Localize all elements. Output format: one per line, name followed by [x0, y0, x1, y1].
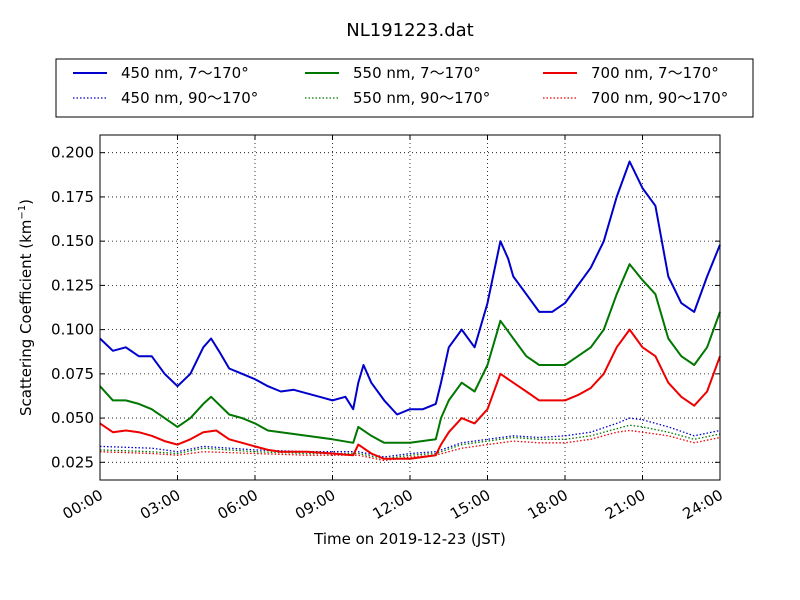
gridlines	[100, 135, 720, 480]
legend-label: 550 nm, 90～170°	[353, 89, 490, 107]
x-tick-label: 18:00	[525, 486, 571, 523]
series-line-3	[99, 424, 721, 460]
x-tick-label: 00:00	[60, 486, 106, 523]
y-axis-label-unit-exponent: −1	[17, 205, 28, 220]
y-tick-label: 0.150	[51, 232, 94, 250]
legend: 450 nm, 7～170° 450 nm, 90～170° 550 nm, 7～1…	[55, 58, 754, 118]
ticks: 00:00 03:00 06:00 09:00 12:00 15:00 18:00 21:00…	[51, 135, 726, 523]
x-tick-label: 12:00	[370, 486, 416, 523]
legend-label: 550 nm, 7～170°	[353, 64, 481, 82]
y-tick-label: 0.100	[51, 321, 94, 339]
series-line-5	[99, 429, 721, 462]
y-tick-label: 0.125	[51, 276, 94, 294]
series-line-0	[99, 160, 721, 416]
x-tick-label: 09:00	[292, 486, 338, 523]
y-axis-label-close: )	[17, 199, 35, 205]
x-tick-label: 03:00	[137, 486, 183, 523]
y-tick-label: 0.050	[51, 409, 94, 427]
legend-box	[55, 58, 754, 118]
legend-label: 700 nm, 7～170°	[591, 64, 719, 82]
series-line-4	[99, 328, 721, 460]
chart-title: NL191223.dat	[346, 20, 473, 41]
series-group	[99, 160, 721, 462]
legend-label: 700 nm, 90～170°	[591, 89, 728, 107]
y-axis-label: Scattering Coefficient (km−1)	[17, 199, 35, 416]
y-tick-label: 0.175	[51, 188, 94, 206]
y-tick-label: 0.025	[51, 453, 94, 471]
legend-label: 450 nm, 7～170°	[121, 64, 249, 82]
x-tick-label: 21:00	[602, 486, 648, 523]
series-line-1	[99, 417, 721, 458]
x-axis-label: Time on 2019-12-23 (JST)	[313, 530, 506, 548]
legend-label: 450 nm, 90～170°	[121, 89, 258, 107]
y-tick-label: 0.075	[51, 365, 94, 383]
x-tick-label: 06:00	[215, 486, 261, 523]
x-tick-label: 24:00	[680, 486, 726, 523]
y-tick-label: 0.200	[51, 144, 94, 162]
series-line-2	[99, 263, 721, 444]
x-tick-label: 15:00	[447, 486, 493, 523]
y-axis-label-main: Scattering Coefficient (km	[17, 220, 35, 416]
